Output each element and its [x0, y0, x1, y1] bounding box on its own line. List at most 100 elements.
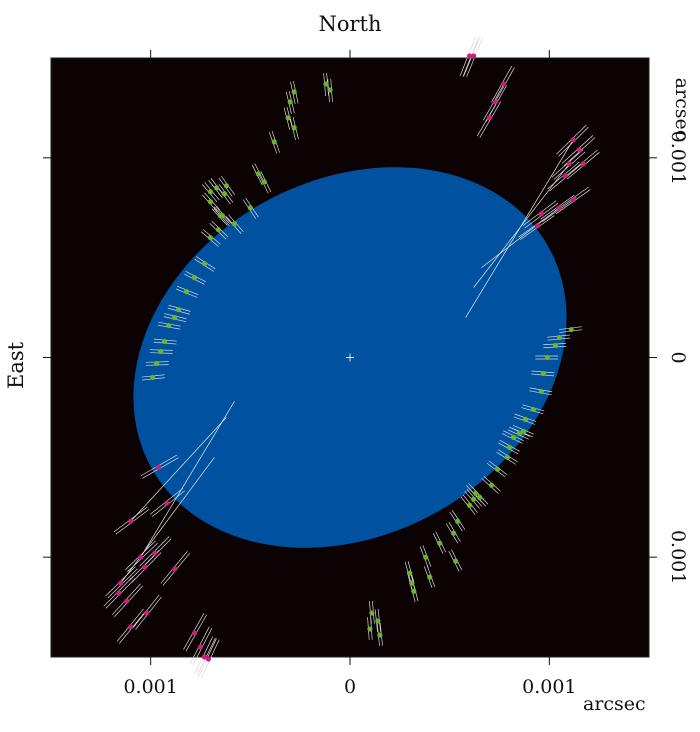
- green-point: [552, 342, 558, 349]
- green-point: [530, 406, 536, 413]
- magenta-point: [570, 137, 576, 143]
- magenta-point: [197, 644, 204, 650]
- green-point: [476, 494, 483, 500]
- green-point: [175, 306, 182, 313]
- green-point: [215, 227, 222, 233]
- y-tick-label: 0.001: [667, 530, 689, 584]
- green-point: [183, 289, 190, 295]
- green-point: [207, 189, 214, 195]
- magenta-point: [562, 173, 568, 179]
- green-point: [411, 588, 417, 594]
- green-point: [472, 490, 479, 496]
- magenta-point: [156, 464, 162, 470]
- x-tick-label: 0.001: [522, 676, 576, 698]
- magenta-point: [118, 580, 124, 586]
- error-line: [481, 207, 560, 268]
- green-point: [166, 322, 172, 329]
- magenta-point: [556, 205, 562, 211]
- magenta-point: [142, 564, 148, 570]
- green-point: [510, 434, 517, 440]
- north-label: North: [318, 12, 382, 36]
- magenta-point: [152, 550, 158, 556]
- green-point: [568, 326, 574, 333]
- magenta-point: [570, 197, 576, 203]
- green-point: [375, 618, 381, 624]
- x-tick-label: 0: [344, 676, 356, 698]
- y-unit-label: arcsec: [671, 77, 693, 141]
- magenta-point: [191, 630, 198, 636]
- green-point: [516, 430, 523, 436]
- magenta-point: [470, 53, 477, 59]
- magenta-point: [538, 211, 544, 217]
- magenta-point: [116, 590, 122, 596]
- x-unit-label: arcsec: [583, 693, 646, 715]
- green-point: [171, 314, 178, 321]
- magenta-point: [124, 598, 130, 604]
- green-point: [409, 580, 415, 586]
- green-point: [231, 221, 237, 227]
- magenta-point: [128, 624, 134, 630]
- green-point: [427, 574, 433, 580]
- green-point: [488, 482, 495, 488]
- error-line: [120, 457, 215, 584]
- y-tick-label: 0: [667, 351, 689, 363]
- magenta-point: [566, 161, 572, 167]
- magenta-point: [500, 81, 507, 87]
- green-point: [223, 183, 230, 189]
- green-point: [154, 360, 160, 367]
- green-point: [504, 454, 511, 460]
- green-point: [158, 348, 164, 355]
- green-point: [201, 261, 208, 267]
- green-point: [538, 388, 544, 395]
- x-tick-label: 0.001: [123, 676, 177, 698]
- green-point: [423, 554, 429, 560]
- green-point: [470, 496, 477, 502]
- green-point: [377, 632, 383, 638]
- green-point: [455, 518, 461, 524]
- green-point: [287, 99, 293, 105]
- green-point: [327, 87, 333, 93]
- green-point: [494, 466, 501, 472]
- magenta-point: [486, 115, 493, 121]
- green-point: [150, 374, 156, 381]
- green-point: [247, 205, 253, 211]
- magenta-point: [205, 656, 212, 662]
- error-line: [140, 401, 235, 558]
- green-point: [540, 370, 546, 377]
- green-point: [522, 416, 529, 422]
- green-point: [323, 81, 329, 87]
- green-point: [219, 213, 226, 219]
- green-point: [162, 338, 168, 345]
- magenta-point: [467, 53, 473, 59]
- green-point: [291, 89, 297, 95]
- magenta-point: [580, 161, 586, 167]
- green-point: [261, 179, 267, 185]
- green-point: [291, 125, 297, 131]
- green-point: [467, 502, 473, 508]
- error-line: [130, 417, 227, 522]
- green-point: [191, 275, 198, 281]
- green-point: [369, 610, 375, 616]
- green-point: [255, 171, 261, 177]
- y-tick-label: 0.001: [667, 131, 689, 185]
- magenta-point: [492, 99, 499, 105]
- green-point: [213, 185, 220, 191]
- green-point: [207, 199, 214, 205]
- green-point: [437, 540, 443, 546]
- green-point: [407, 570, 413, 576]
- green-point: [520, 428, 527, 434]
- magenta-point: [144, 610, 150, 616]
- green-point: [544, 354, 550, 361]
- magenta-point: [164, 500, 170, 506]
- error-line: [473, 163, 570, 288]
- green-point: [453, 558, 459, 564]
- magenta-point: [534, 223, 540, 229]
- green-point: [367, 626, 373, 632]
- green-point: [556, 334, 562, 341]
- green-point: [271, 139, 277, 145]
- green-point: [451, 530, 457, 536]
- magenta-point: [171, 566, 178, 572]
- green-point: [221, 191, 228, 197]
- east-label: East: [4, 341, 28, 389]
